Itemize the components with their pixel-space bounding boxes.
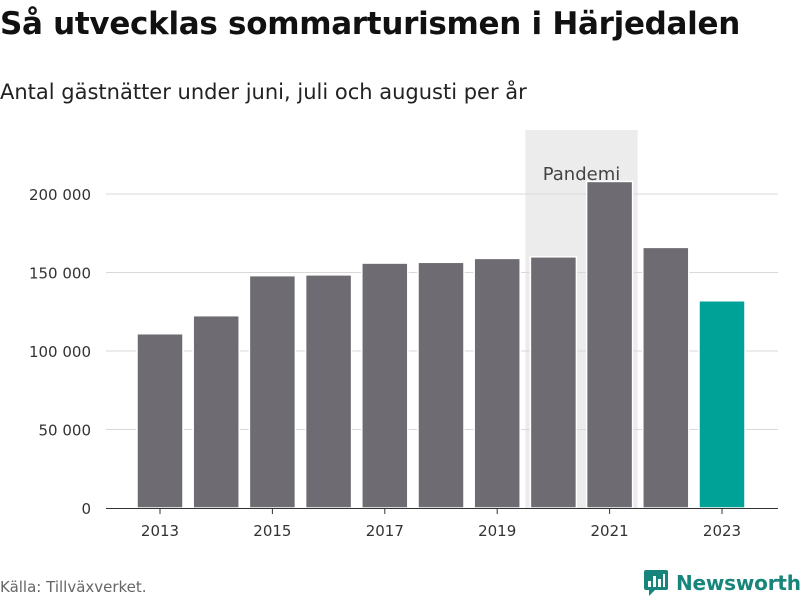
bar-2017 <box>361 262 409 509</box>
y-tick-label: 200 000 <box>29 186 91 204</box>
bar-2021 <box>585 180 634 509</box>
bar-2019 <box>473 257 521 509</box>
bar-2022 <box>642 246 690 509</box>
bar-2018 <box>417 261 465 509</box>
y-tick-label: 100 000 <box>29 343 91 361</box>
y-tick-label: 150 000 <box>29 265 91 283</box>
source-note: Källa: Tillväxverket. <box>0 578 147 596</box>
brand-name: Newsworthy <box>676 571 800 595</box>
x-tick-label: 2013 <box>141 522 179 540</box>
newsworthy-logo-icon <box>644 570 668 596</box>
chart-subtitle: Antal gästnätter under juni, juli och au… <box>0 80 527 104</box>
bar-2016 <box>304 274 353 509</box>
x-tick-label: 2019 <box>478 522 516 540</box>
x-tick-label: 2023 <box>703 522 741 540</box>
bar-2014 <box>192 314 240 509</box>
x-tick-label: 2021 <box>591 522 629 540</box>
bar-2015 <box>248 274 297 509</box>
x-tick-label: 2015 <box>253 522 291 540</box>
pandemic-label: Pandemi <box>543 164 621 185</box>
bar-2013 <box>136 332 184 509</box>
y-tick-label: 0 <box>81 500 91 518</box>
x-tick-label: 2017 <box>366 522 404 540</box>
chart-title: Så utvecklas sommarturismen i Härjedalen <box>0 6 740 42</box>
y-tick-label: 50 000 <box>39 422 92 440</box>
brand-logo: Newsworthy <box>644 570 800 596</box>
bar-2020 <box>529 256 578 509</box>
bar-2023 <box>698 300 746 509</box>
